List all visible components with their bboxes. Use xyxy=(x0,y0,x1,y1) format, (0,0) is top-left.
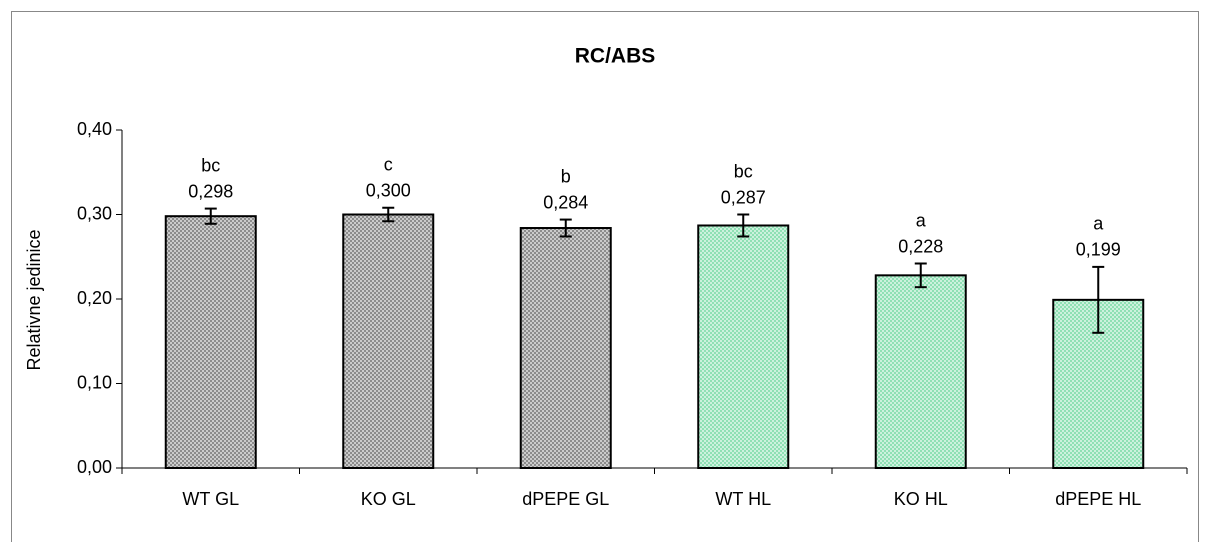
y-axis-label: Relativne jedinice xyxy=(24,229,44,370)
y-tick-label: 0,10 xyxy=(77,372,112,392)
y-tick-label: 0,20 xyxy=(77,288,112,308)
error-bar xyxy=(737,213,750,238)
bar xyxy=(164,215,257,469)
bar xyxy=(697,224,790,469)
y-tick-label: 0,00 xyxy=(77,457,112,477)
value-label: 0,287 xyxy=(721,187,766,207)
chart-frame xyxy=(11,11,1199,542)
x-tick-label: KO GL xyxy=(361,489,416,509)
chart-title: RC/ABS xyxy=(575,45,656,68)
bar xyxy=(342,213,435,469)
annotation: c xyxy=(384,154,393,174)
annotation: bc xyxy=(201,155,220,175)
bar xyxy=(874,274,967,469)
x-tick-label: KO HL xyxy=(894,489,948,509)
error-bar xyxy=(914,262,927,289)
annotation: a xyxy=(1093,214,1104,234)
annotation: b xyxy=(561,166,571,186)
error-bar xyxy=(204,207,217,225)
x-tick-label: dPEPE GL xyxy=(522,489,609,509)
y-tick-label: 0,40 xyxy=(77,119,112,139)
value-label: 0,284 xyxy=(543,192,588,212)
error-bar xyxy=(1092,265,1105,334)
x-tick-label: dPEPE HL xyxy=(1055,489,1141,509)
value-label: 0,228 xyxy=(898,236,943,256)
y-tick-label: 0,30 xyxy=(77,203,112,223)
value-label: 0,199 xyxy=(1076,240,1121,260)
bar xyxy=(519,227,612,469)
x-tick-label: WT HL xyxy=(715,489,771,509)
error-bar xyxy=(559,218,572,238)
annotation: bc xyxy=(734,161,753,181)
value-label: 0,300 xyxy=(366,180,411,200)
error-bar xyxy=(382,206,395,223)
value-label: 0,298 xyxy=(188,181,233,201)
x-tick-label: WT GL xyxy=(182,489,239,509)
annotation: a xyxy=(916,210,927,230)
